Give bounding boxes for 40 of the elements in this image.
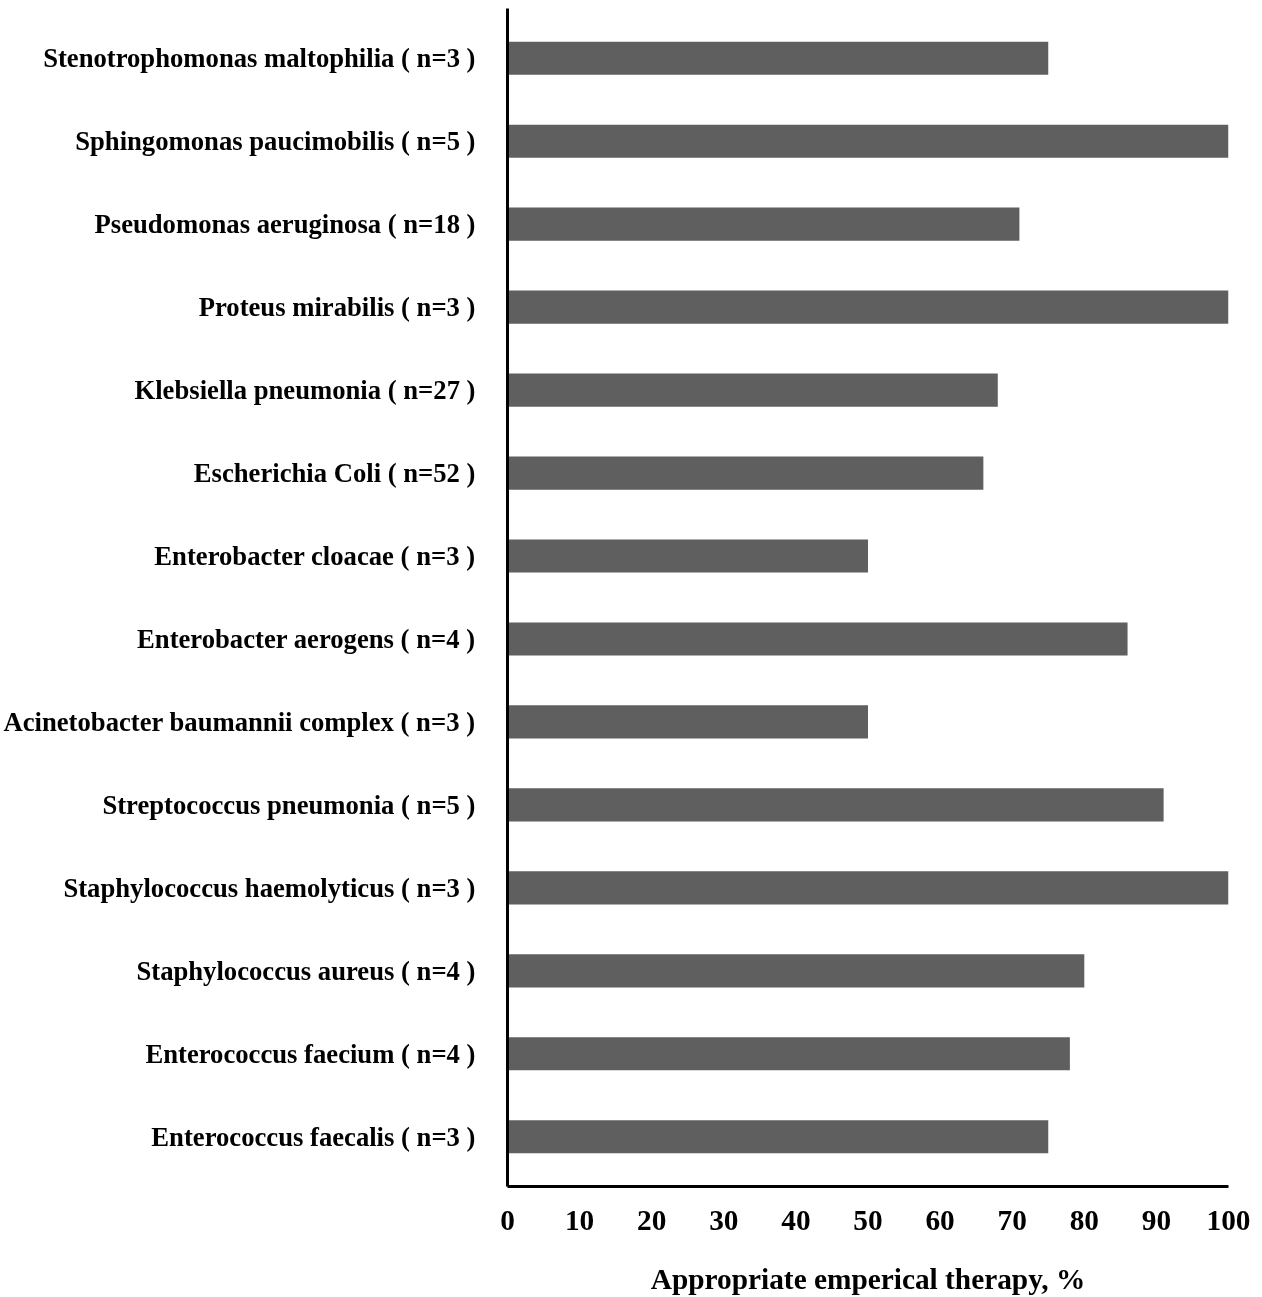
bar [507, 871, 1229, 905]
y-tick-label: Acinetobacter baumannii complex ( n=3 ) [3, 706, 476, 737]
y-tick-label: Enterococcus faecium ( n=4 ) [145, 1038, 476, 1069]
x-tick-label: 0 [500, 1203, 515, 1236]
bar [507, 207, 1020, 241]
y-tick-label: Staphylococcus haemolyticus ( n=3 ) [63, 872, 476, 903]
y-tick-label: Staphylococcus aureus ( n=4 ) [136, 955, 476, 986]
x-tick-label: 100 [1206, 1203, 1251, 1236]
bar [507, 705, 868, 739]
y-tick-label: Pseudomonas aeruginosa ( n=18 ) [94, 209, 476, 240]
bar [507, 954, 1085, 988]
y-tick-label: Proteus mirabilis ( n=3 ) [198, 292, 476, 323]
bar [507, 788, 1164, 822]
bar [507, 1120, 1049, 1154]
bar [507, 622, 1128, 656]
x-tick-label: 20 [637, 1203, 667, 1236]
y-tick-label: Streptococcus pneumonia ( n=5 ) [102, 789, 476, 820]
x-tick-label: 40 [781, 1203, 811, 1236]
x-tick-label: 80 [1069, 1203, 1099, 1236]
bar [507, 456, 984, 490]
bar [507, 290, 1229, 324]
bar [507, 124, 1229, 158]
bar [507, 539, 868, 573]
x-tick-label: 50 [853, 1203, 883, 1236]
y-tick-label: Sphingomonas paucimobilis ( n=5 ) [75, 126, 476, 157]
x-tick-label: 90 [1141, 1203, 1172, 1236]
y-tick-label: Klebsiella pneumonia ( n=27 ) [134, 375, 476, 406]
bar [507, 41, 1049, 75]
x-tick-label: 60 [925, 1203, 955, 1236]
bar [507, 373, 998, 407]
bar [507, 1037, 1070, 1071]
y-tick-label: Enterobacter cloacae ( n=3 ) [154, 541, 476, 572]
x-tick-label: 30 [709, 1203, 739, 1236]
x-tick-label: 70 [997, 1203, 1027, 1236]
y-tick-label: Escherichia Coli ( n=52 ) [193, 458, 476, 489]
y-tick-label: Enterococcus faecalis ( n=3 ) [151, 1121, 476, 1152]
y-tick-label: Stenotrophomonas maltophilia ( n=3 ) [43, 43, 476, 74]
x-axis-title: Appropriate emperical therapy, % [650, 1262, 1086, 1295]
y-tick-label: Enterobacter aerogens ( n=4 ) [137, 623, 476, 654]
x-tick-label: 10 [564, 1203, 595, 1236]
